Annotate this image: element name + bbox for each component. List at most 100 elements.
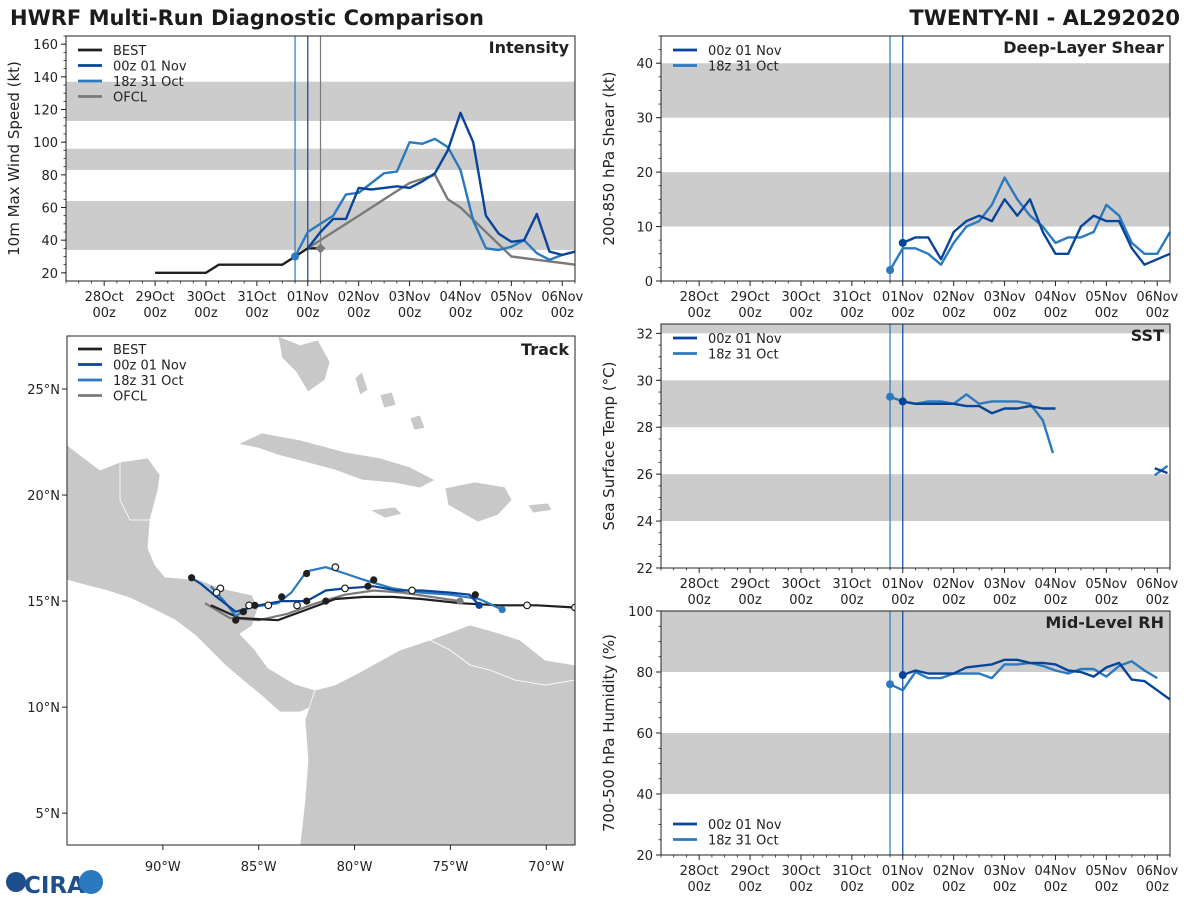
track-marker-best: [341, 584, 349, 593]
shear-band: [661, 172, 1170, 227]
sst-xtick-date: 06Nov: [1136, 577, 1178, 592]
rh-xtick-date: 30Oct: [781, 864, 820, 879]
land-bahamas-2: [379, 391, 397, 409]
shear-xtick-date: 03Nov: [984, 290, 1026, 305]
rh-ylabel: 700-500 hPa Humidity (%): [600, 634, 618, 832]
track-marker-best: [523, 601, 531, 610]
sst-xtick-hour: 00z: [840, 593, 864, 608]
rh-legend-label-run18: 18z 31 Oct: [708, 834, 779, 849]
intensity-series-run00: [306, 111, 576, 257]
rh-xtick-date: 01Nov: [882, 864, 924, 879]
cira-logo-wave-icon: [79, 870, 103, 894]
intensity-xtick-hour: 00z: [296, 306, 320, 321]
sst-title: SST: [1131, 326, 1164, 345]
rh-xtick-hour: 00z: [891, 880, 915, 895]
track-marker-best: [364, 582, 372, 590]
rh-xtick-hour: 00z: [1146, 880, 1170, 895]
track-marker-best: [370, 576, 378, 584]
track-lon-label: 80°W: [337, 860, 373, 875]
sst-xtick-date: 30Oct: [781, 577, 820, 592]
rh-xtick-hour: 00z: [1095, 880, 1119, 895]
intensity-xtick-hour: 00z: [551, 306, 575, 321]
track-lat-label: 5°N: [36, 807, 61, 822]
sst-xtick-date: 28Oct: [680, 577, 719, 592]
shear-marker-run18: [886, 266, 895, 275]
rh-xtick-hour: 00z: [738, 880, 762, 895]
shear-xtick-date: 06Nov: [1136, 290, 1178, 305]
sst-xtick-hour: 00z: [1146, 593, 1170, 608]
rh-xtick-date: 29Oct: [731, 864, 770, 879]
track-panel: 90°W 85°W 80°W 75°W 70°W25°N20°N15°N10°N5°N …: [27, 335, 576, 875]
sst-ytick-label: 22: [636, 562, 653, 577]
intensity-legend-label-ofcl: OFCL: [113, 91, 148, 106]
shear-ytick-label: 0: [645, 275, 653, 290]
land-florida: [277, 336, 331, 393]
track-legend-label-ofcl: OFCL: [113, 390, 148, 405]
track-lon-label: 75°W: [432, 860, 468, 875]
rh-title: Mid-Level RH: [1045, 613, 1164, 632]
intensity-title: Intensity: [489, 38, 570, 57]
track-title: Track: [521, 340, 569, 359]
sst-ytick-label: 28: [636, 421, 653, 436]
rh-xtick-hour: 00z: [840, 880, 864, 895]
intensity-ytick-label: 80: [41, 169, 58, 184]
shear-xtick-date: 30Oct: [781, 290, 820, 305]
track-map: [67, 336, 575, 845]
intensity-xtick-date: 31Oct: [237, 290, 276, 305]
intensity-xtick-hour: 00z: [398, 306, 422, 321]
rh-series-run18: [889, 660, 1158, 692]
intensity-legend-label-best: BEST: [113, 44, 146, 59]
shear-xtick-hour: 00z: [687, 306, 711, 321]
shear-xtick-hour: 00z: [789, 306, 813, 321]
sst-marker-run18: [886, 392, 895, 401]
track-best-line: [210, 595, 575, 622]
intensity-xtick-date: 05Nov: [490, 290, 532, 305]
intensity-ytick-label: 160: [33, 38, 58, 53]
shear-xtick-hour: 00z: [738, 306, 762, 321]
track-marker-best: [232, 616, 240, 624]
land-bahamas-3: [409, 414, 426, 431]
rh-legend-label-run00: 00z 01 Nov: [708, 818, 782, 833]
rh-ytick-label: 20: [636, 849, 653, 864]
sst-ylabel: Sea Surface Temp (°C): [600, 361, 618, 530]
rh-panel: 2040608010028Oct00z29Oct00z30Oct00z31Oct…: [600, 605, 1179, 895]
intensity-ytick-label: 40: [41, 234, 58, 249]
track-marker-run00: [475, 601, 483, 609]
land-masses: [67, 336, 575, 845]
rh-band: [661, 733, 1170, 794]
sst-panel: 22242628303228Oct00z29Oct00z30Oct00z31Oc…: [600, 323, 1179, 608]
track-marker-best: [571, 603, 575, 612]
shear-xtick-hour: 00z: [942, 306, 966, 321]
sst-xtick-date: 04Nov: [1035, 577, 1077, 592]
sst-series-run00: [902, 400, 1056, 415]
track-lat-label: 10°N: [27, 701, 60, 716]
intensity-xtick-hour: 00z: [500, 306, 524, 321]
rh-marker-run18: [886, 680, 895, 689]
rh-xtick-date: 31Oct: [832, 864, 871, 879]
intensity-series-best: [155, 247, 321, 274]
intensity-marker-ofcl: [315, 243, 326, 254]
track-marker-ofcl: [456, 597, 464, 605]
storm-id: TWENTY-NI - AL292020: [909, 6, 1180, 30]
sst-band: [661, 474, 1170, 522]
intensity-xtick-date: 04Nov: [440, 290, 482, 305]
shear-xtick-date: 28Oct: [680, 290, 719, 305]
shear-xtick-hour: 00z: [1095, 306, 1119, 321]
shear-ytick-label: 20: [636, 166, 653, 181]
rh-xtick-date: 02Nov: [933, 864, 975, 879]
intensity-ytick-label: 140: [33, 71, 58, 86]
shear-xtick-hour: 00z: [1044, 306, 1068, 321]
intensity-xtick-hour: 00z: [347, 306, 371, 321]
rh-marker-run00: [898, 671, 907, 680]
sst-xtick-hour: 00z: [1044, 593, 1068, 608]
shear-title: Deep-Layer Shear: [1003, 38, 1164, 57]
sst-xtick-hour: 00z: [1095, 593, 1119, 608]
shear-series-run00: [902, 198, 1171, 266]
rh-xtick-date: 28Oct: [680, 864, 719, 879]
rh-ytick-label: 40: [636, 788, 653, 803]
intensity-xtick-hour: 00z: [92, 306, 116, 321]
intensity-xtick-hour: 00z: [194, 306, 218, 321]
intensity-marker-run18: [291, 252, 300, 261]
